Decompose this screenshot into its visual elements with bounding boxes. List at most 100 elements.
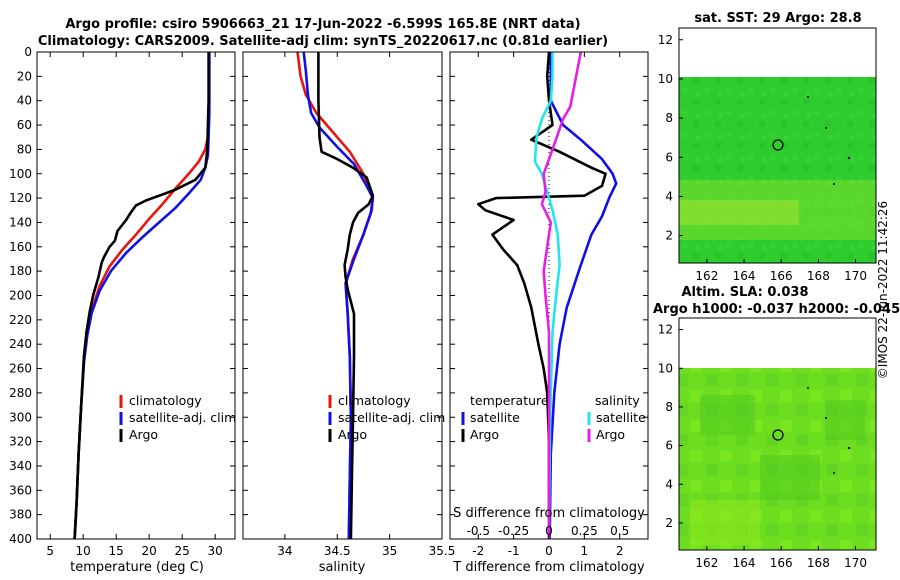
series-line-salinity-satellite xyxy=(533,52,561,540)
island-dot xyxy=(807,387,809,389)
sla-low-patch xyxy=(760,455,820,500)
series-line-climatology xyxy=(296,51,375,540)
temperature-axes-box xyxy=(36,51,236,540)
x-tick-label: 25 xyxy=(175,544,190,558)
x-tick-label: 34.5 xyxy=(324,544,351,558)
sst-map-ticks: 162 164 166 168 170 2 4 6 8 10 12 xyxy=(658,33,867,283)
x-tick-label: -2 xyxy=(472,544,484,558)
sla-map: Altim. SLA: 0.038 Argo h1000: -0.037 h20… xyxy=(653,285,900,570)
y-tick-label: 260 xyxy=(9,362,32,376)
sst-map: sat. SST: 29 Argo: 28.8 162 164 166 168 170 2… xyxy=(658,11,877,283)
map-x-tick-label: 166 xyxy=(770,556,793,570)
legend-label-sal-satellite: satellite xyxy=(596,410,646,425)
difference-panel: -2 -1 0 1 2 T difference from climatology S … xyxy=(449,51,649,575)
map-x-tick-label: 170 xyxy=(844,269,867,283)
x-tick-label: 20 xyxy=(142,544,157,558)
temperature-ticks: 0 20 40 60 80 100 120 140 160 180 200 220 240 260 280 3… xyxy=(9,45,235,558)
difference-lines xyxy=(476,51,618,540)
y-tick-label: 220 xyxy=(9,313,32,327)
difference-xlabel: T difference from climatology xyxy=(452,560,645,575)
x-tick-label: 0 xyxy=(545,544,553,558)
y-tick-label: 300 xyxy=(9,410,32,424)
y-tick-label: 200 xyxy=(9,289,32,303)
y-tick-label: 80 xyxy=(17,142,32,156)
argo-position-marker xyxy=(772,429,784,441)
island-dot xyxy=(847,156,851,160)
island-dot xyxy=(807,96,809,98)
map-y-tick-label: 2 xyxy=(665,516,673,530)
argo-position-marker xyxy=(772,139,784,151)
map-x-tick-label: 162 xyxy=(695,269,718,283)
map-y-tick-label: 10 xyxy=(658,72,673,86)
map-y-tick-label: 2 xyxy=(665,229,673,243)
series-line-argo xyxy=(317,52,375,540)
series-line-climatology xyxy=(73,52,211,540)
sla-map-ticks: 162 164 166 168 170 2 4 6 8 10 12 xyxy=(658,323,867,570)
sla-map-axes-box xyxy=(678,317,877,551)
salinity-panel: 34 34.5 35 35.5 salinity climatology satell… xyxy=(242,51,456,575)
sst-warm-patch xyxy=(679,200,799,225)
y-tick-label: 20 xyxy=(17,69,32,83)
salinity-diff-tick-label: 0.25 xyxy=(571,524,598,538)
map-y-tick-label: 10 xyxy=(658,361,673,375)
figure-title-line-1: Argo profile: csiro 5906663_21 17-Jun-20… xyxy=(65,17,580,32)
island-dot xyxy=(833,472,835,474)
island-dot xyxy=(847,446,851,450)
salinity-legend: climatology satellite-adj. clim Argo xyxy=(328,393,445,442)
difference-ticks: -2 -1 0 1 2 xyxy=(450,51,648,558)
legend-label-temp-argo: Argo xyxy=(470,427,499,442)
series-line-temperature-satellite xyxy=(548,52,618,540)
y-tick-label: 120 xyxy=(9,191,32,205)
salinity-axes-box xyxy=(242,51,443,540)
legend-label-argo: Argo xyxy=(129,427,158,442)
map-x-tick-label: 170 xyxy=(844,556,867,570)
temperature-lines xyxy=(73,52,211,540)
temperature-legend: climatology satellite-adj. clim Argo xyxy=(119,393,236,442)
sla-map-title-2: Argo h1000: -0.037 h2000: -0.045 xyxy=(653,302,900,317)
island-dot xyxy=(825,417,827,419)
y-tick-label: 240 xyxy=(9,337,32,351)
island-dot xyxy=(825,127,827,129)
map-y-tick-label: 12 xyxy=(658,33,673,47)
salinity-difference-ticks: -0.5 -0.25 0 0.25 0.5 xyxy=(467,524,630,538)
x-tick-label: 2 xyxy=(616,544,624,558)
salinity-diff-tick-label: -0.25 xyxy=(498,524,529,538)
salinity-diff-tick-label: 0.5 xyxy=(610,524,629,538)
map-y-tick-label: 6 xyxy=(665,439,673,453)
island-dot xyxy=(833,183,835,185)
y-tick-label: 100 xyxy=(9,167,32,181)
map-y-tick-label: 4 xyxy=(665,189,673,203)
legend-label-satellite-adj: satellite-adj. clim xyxy=(338,410,445,425)
salinity-diff-tick-label: -0.5 xyxy=(467,524,490,538)
map-x-tick-label: 166 xyxy=(770,269,793,283)
series-line-temperature-argo xyxy=(476,51,607,539)
x-tick-label: 35.5 xyxy=(429,544,456,558)
legend-label-temp-satellite: satellite xyxy=(470,410,520,425)
legend-label-climatology: climatology xyxy=(129,393,202,408)
legend-header-temperature: temperature xyxy=(470,393,549,408)
map-x-tick-label: 164 xyxy=(733,269,756,283)
imos-credit-text: ©IMOS 22-Jun-2022 11:42:26 xyxy=(876,200,890,380)
map-y-tick-label: 8 xyxy=(665,400,673,414)
y-tick-label: 360 xyxy=(9,483,32,497)
x-tick-label: 1 xyxy=(581,544,589,558)
sla-low-patch xyxy=(700,395,755,435)
map-y-tick-label: 4 xyxy=(665,477,673,491)
legend-header-salinity: salinity xyxy=(595,393,640,408)
legend-label-sal-argo: Argo xyxy=(596,427,625,442)
y-tick-label: 160 xyxy=(9,240,32,254)
y-tick-label: 140 xyxy=(9,215,32,229)
salinity-diff-tick-label: 0 xyxy=(545,524,553,538)
temperature-panel: 0 20 40 60 80 100 120 140 160 180 200 220 240 260 280 3… xyxy=(9,45,236,575)
salinity-xlabel: salinity xyxy=(319,560,366,575)
difference-legend: temperature satellite Argo salinity sate… xyxy=(461,393,646,442)
y-tick-label: 380 xyxy=(9,508,32,522)
x-tick-label: 10 xyxy=(76,544,91,558)
y-tick-label: 340 xyxy=(9,459,32,473)
x-tick-label: 35 xyxy=(382,544,397,558)
map-x-tick-label: 162 xyxy=(695,556,718,570)
legend-label-climatology: climatology xyxy=(338,393,411,408)
y-tick-label: 0 xyxy=(24,45,32,59)
map-y-tick-label: 8 xyxy=(665,111,673,125)
